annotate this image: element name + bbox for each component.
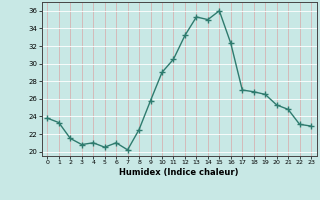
X-axis label: Humidex (Indice chaleur): Humidex (Indice chaleur) [119,168,239,177]
